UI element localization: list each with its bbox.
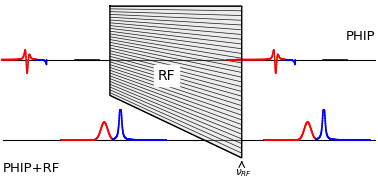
Text: PHIP+RF: PHIP+RF bbox=[3, 162, 60, 175]
Text: PHIP: PHIP bbox=[346, 30, 375, 43]
Text: RF: RF bbox=[158, 69, 175, 83]
Polygon shape bbox=[110, 6, 242, 158]
Text: $\nu_{RF}$: $\nu_{RF}$ bbox=[235, 167, 252, 179]
